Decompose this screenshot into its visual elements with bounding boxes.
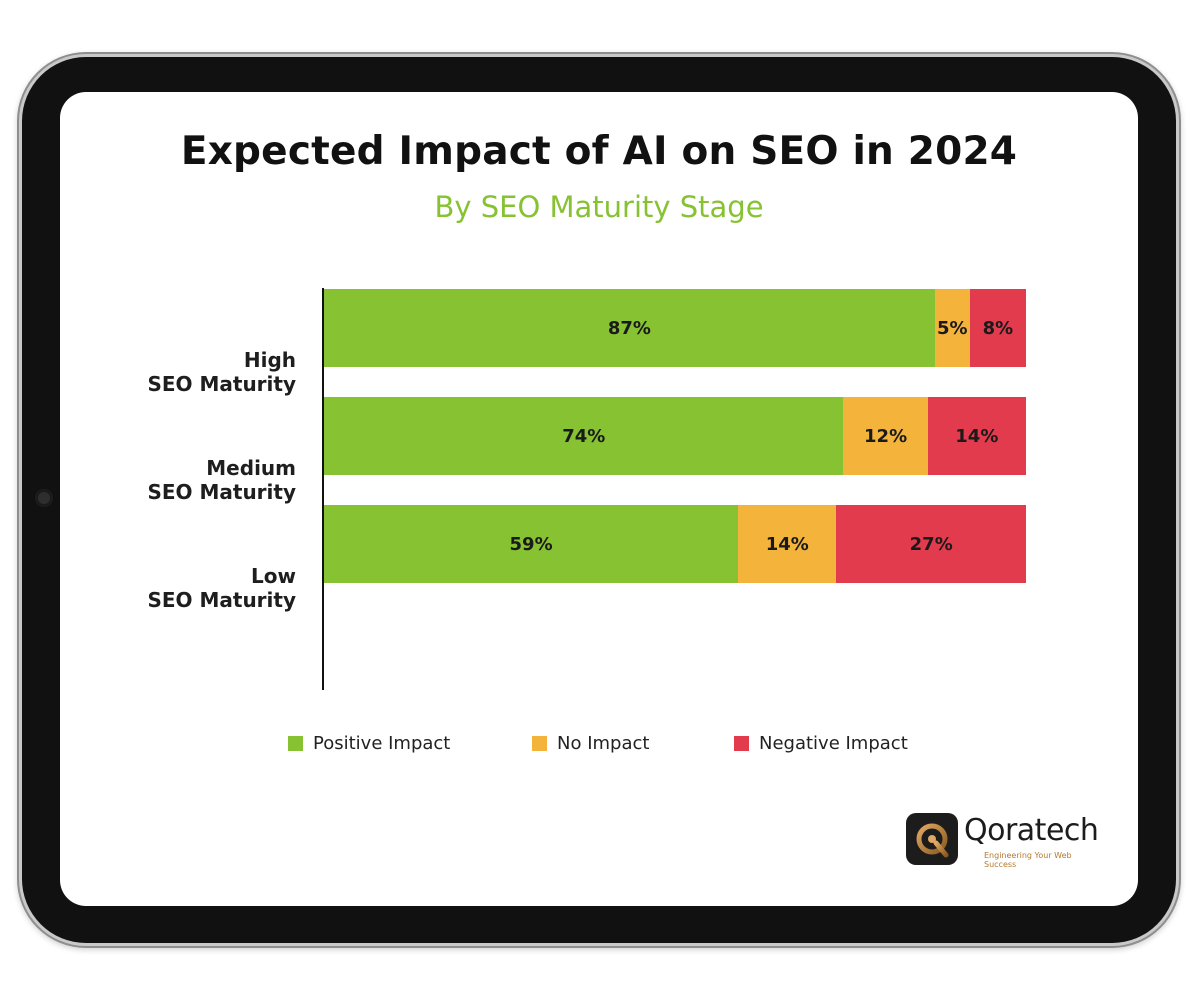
category-label-high: High SEO Maturity bbox=[120, 348, 296, 396]
bar-row-high: 87% 5% 8% bbox=[324, 289, 1026, 367]
data-label: 8% bbox=[982, 317, 1014, 339]
camera-icon bbox=[35, 489, 53, 507]
bar-segment-negative: 27% bbox=[836, 505, 1026, 583]
brand-tagline: Engineering Your Web Success bbox=[984, 851, 1072, 869]
bar-segment-none: 12% bbox=[843, 397, 928, 475]
brand-logo: Qoratech Engineering Your Web Success bbox=[906, 812, 1106, 872]
bar-segment-none: 14% bbox=[738, 505, 837, 583]
data-label: 14% bbox=[955, 425, 999, 447]
tablet-frame: Expected Impact of AI on SEO in 2024 By … bbox=[22, 57, 1176, 943]
y-axis-line bbox=[322, 288, 324, 690]
bar-segment-none: 5% bbox=[934, 289, 970, 367]
bar-segment-negative: 8% bbox=[969, 289, 1026, 367]
legend-item-negative: Negative Impact bbox=[734, 733, 908, 754]
bar-segment-negative: 14% bbox=[927, 397, 1026, 475]
legend-label-negative: Negative Impact bbox=[759, 733, 908, 754]
data-label: 5% bbox=[937, 317, 968, 339]
legend-item-none: No Impact bbox=[532, 733, 649, 754]
data-label: 12% bbox=[864, 425, 908, 447]
bar-row-medium: 74% 12% 14% bbox=[324, 397, 1026, 475]
legend-label-none: No Impact bbox=[557, 733, 650, 754]
bar-segment-positive: 74% bbox=[324, 397, 844, 475]
chart-title: Expected Impact of AI on SEO in 2024 bbox=[180, 129, 1018, 174]
qoratech-q-logo-icon bbox=[906, 813, 958, 865]
category-label-line: SEO Maturity bbox=[147, 372, 296, 396]
category-label-line: High bbox=[243, 348, 296, 372]
data-label: 74% bbox=[562, 425, 606, 447]
bar-row-low: 59% 14% 27% bbox=[324, 505, 1026, 583]
bar-segment-positive: 59% bbox=[324, 505, 739, 583]
data-label: 59% bbox=[509, 533, 553, 555]
data-label: 87% bbox=[607, 317, 651, 339]
category-label-medium: Medium SEO Maturity bbox=[120, 456, 296, 504]
legend-swatch-none bbox=[532, 736, 547, 751]
legend-swatch-positive bbox=[288, 736, 303, 751]
data-label: 27% bbox=[909, 533, 953, 555]
chart-subtitle: By SEO Maturity Stage bbox=[434, 190, 764, 224]
category-label-line: Medium bbox=[206, 456, 296, 480]
category-label-low: Low SEO Maturity bbox=[120, 564, 296, 612]
legend-swatch-negative bbox=[734, 736, 749, 751]
tablet-screen: Expected Impact of AI on SEO in 2024 By … bbox=[60, 92, 1138, 906]
category-label-line: Low bbox=[251, 564, 296, 588]
legend-label-positive: Positive Impact bbox=[313, 733, 451, 754]
category-label-line: SEO Maturity bbox=[147, 480, 296, 504]
brand-name: Qoratech bbox=[964, 813, 1099, 848]
legend-item-positive: Positive Impact bbox=[288, 733, 450, 754]
bar-segment-positive: 87% bbox=[324, 289, 935, 367]
category-label-line: SEO Maturity bbox=[147, 588, 296, 612]
data-label: 14% bbox=[765, 533, 809, 555]
